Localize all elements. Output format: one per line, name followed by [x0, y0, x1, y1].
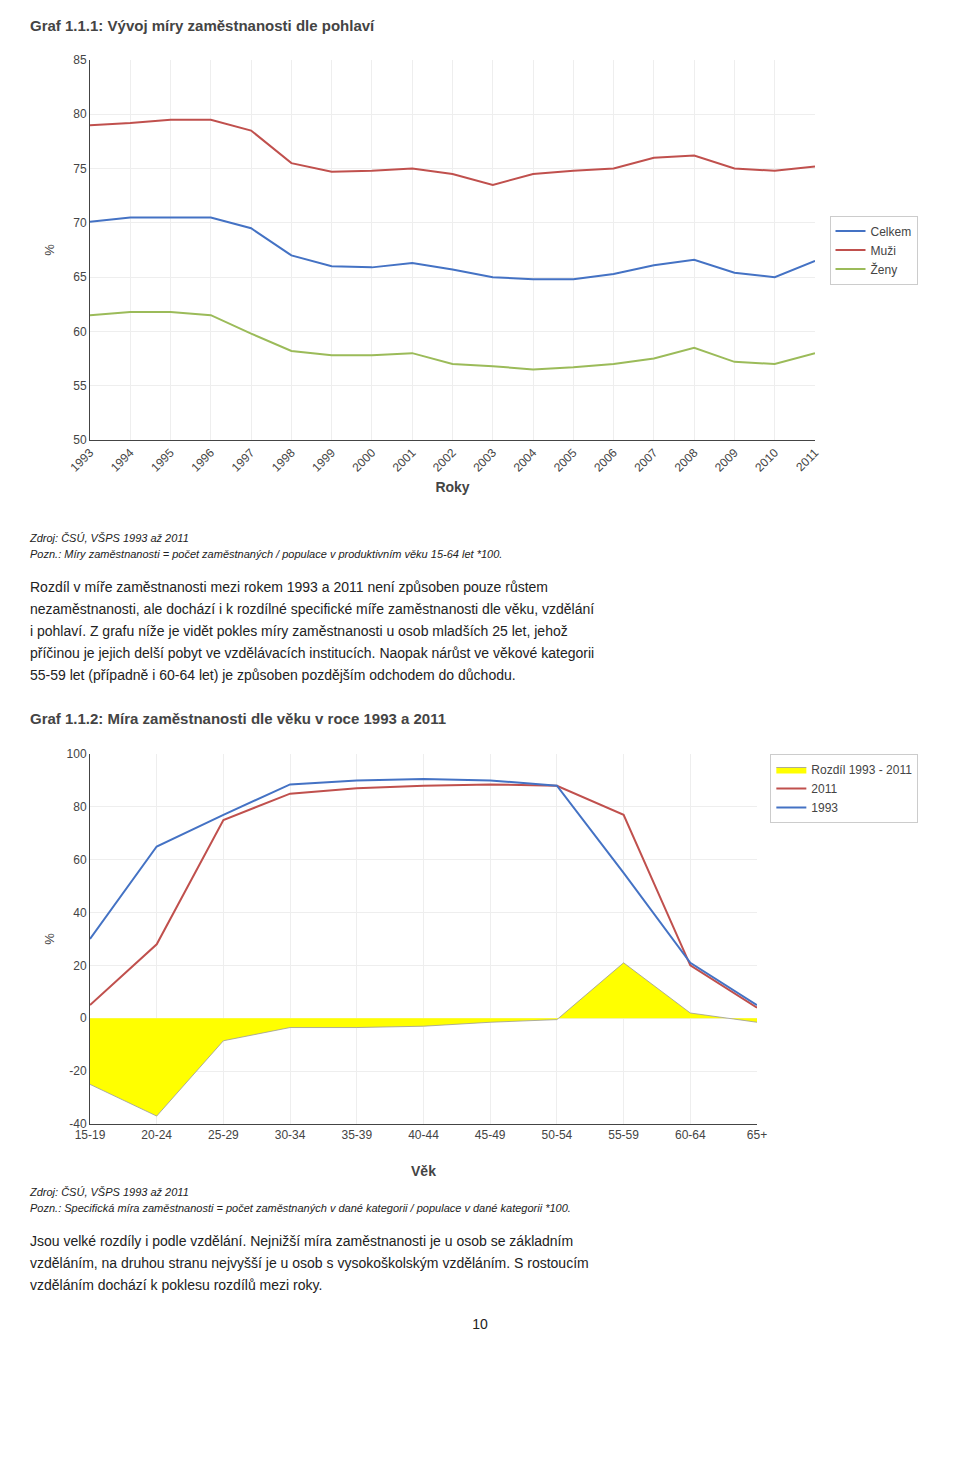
svg-text:1994: 1994 [108, 446, 137, 475]
svg-text:60: 60 [73, 853, 87, 867]
svg-text:40: 40 [73, 906, 87, 920]
svg-text:Rozdíl 1993 - 2011: Rozdíl 1993 - 2011 [811, 763, 912, 777]
html-text:nezaměstnanosti, ale dochází i: nezaměstnanosti, ale dochází i k rozdíln… [30, 601, 595, 617]
svg-text:2009: 2009 [712, 446, 741, 475]
html-text:Zdroj: ČSÚ, VŠPS 1993 až 2011: Zdroj: ČSÚ, VŠPS 1993 až 2011 [30, 1186, 189, 1198]
svg-text:60: 60 [73, 325, 87, 339]
svg-text:55-59: 55-59 [608, 1128, 639, 1142]
html-text:i pohlaví. Z grafu níže je vid: i pohlaví. Z grafu níže je vidět pokles … [30, 623, 568, 639]
svg-text:-20: -20 [69, 1064, 87, 1078]
svg-text:100: 100 [67, 747, 87, 761]
svg-text:2002: 2002 [430, 446, 459, 475]
svg-text:70: 70 [73, 216, 87, 230]
svg-text:%: % [42, 244, 57, 256]
svg-text:Celkem: Celkem [871, 225, 912, 239]
svg-text:1996: 1996 [188, 446, 217, 475]
svg-text:60-64: 60-64 [675, 1128, 706, 1142]
svg-text:1997: 1997 [229, 446, 258, 475]
svg-text:2011: 2011 [793, 446, 821, 474]
svg-text:40-44: 40-44 [408, 1128, 439, 1142]
svg-text:Ženy: Ženy [871, 262, 898, 277]
svg-text:80: 80 [73, 800, 87, 814]
svg-text:2003: 2003 [470, 446, 499, 475]
svg-text:2006: 2006 [591, 446, 620, 475]
html-text:55-59 let (případně i 60-64 le: 55-59 let (případně i 60-64 let) je způs… [30, 667, 516, 683]
html-text:Jsou velké rozdíly i podle vzd: Jsou velké rozdíly i podle vzdělání. Nej… [30, 1233, 574, 1249]
svg-text:2001: 2001 [390, 446, 419, 475]
html-text:Pozn.: Specifická míra zaměstn: Pozn.: Specifická míra zaměstnanosti = p… [30, 1202, 571, 1214]
svg-text:2005: 2005 [551, 446, 580, 475]
svg-text:0: 0 [80, 1011, 87, 1025]
svg-text:2004: 2004 [511, 446, 540, 475]
svg-text:1995: 1995 [148, 446, 177, 475]
svg-text:80: 80 [73, 107, 87, 121]
html-text:vzděláním dochází k poklesu ro: vzděláním dochází k poklesu rozdílů mezi… [30, 1277, 323, 1293]
svg-text:20: 20 [73, 959, 87, 973]
svg-text:65+: 65+ [747, 1128, 767, 1142]
svg-text:1998: 1998 [269, 446, 298, 475]
svg-text:1999: 1999 [309, 446, 338, 475]
svg-text:2008: 2008 [672, 446, 701, 475]
svg-text:Roky: Roky [435, 479, 469, 495]
svg-text:85: 85 [73, 53, 87, 67]
svg-text:15-19: 15-19 [75, 1128, 106, 1142]
svg-text:30-34: 30-34 [275, 1128, 306, 1142]
svg-text:45-49: 45-49 [475, 1128, 506, 1142]
svg-text:Muži: Muži [871, 244, 896, 258]
html-text:Rozdíl v míře zaměstnanosti me: Rozdíl v míře zaměstnanosti mezi rokem 1… [30, 579, 548, 595]
svg-text:1993: 1993 [811, 801, 838, 815]
svg-text:55: 55 [73, 379, 87, 393]
html-text:Pozn.: Míry zaměstnanosti = po: Pozn.: Míry zaměstnanosti = počet zaměst… [30, 548, 503, 560]
html-text:příčinou je jejich delší pobyt: příčinou je jejich delší pobyt ve vzdělá… [30, 645, 595, 661]
html-text:Zdroj: ČSÚ, VŠPS 1993 až 2011: Zdroj: ČSÚ, VŠPS 1993 až 2011 [30, 532, 189, 544]
svg-text:25-29: 25-29 [208, 1128, 239, 1142]
svg-text:Graf 1.1.2: Míra zaměstnanosti: Graf 1.1.2: Míra zaměstnanosti dle věku … [30, 710, 446, 727]
svg-text:75: 75 [73, 162, 87, 176]
svg-text:2011: 2011 [811, 782, 837, 796]
svg-text:Věk: Věk [411, 1163, 436, 1179]
svg-text:2000: 2000 [350, 446, 379, 475]
svg-text:%: % [42, 933, 57, 945]
svg-text:-40: -40 [69, 1117, 87, 1131]
svg-text:2007: 2007 [631, 446, 660, 475]
svg-text:2010: 2010 [752, 446, 781, 475]
svg-text:50: 50 [73, 433, 87, 447]
html-text:vzděláním, na druhou stranu ne: vzděláním, na druhou stranu nejvyšší je … [30, 1255, 589, 1271]
svg-text:65: 65 [73, 270, 87, 284]
html-text:10: 10 [472, 1316, 488, 1332]
svg-text:35-39: 35-39 [341, 1128, 372, 1142]
svg-text:1993: 1993 [68, 446, 97, 475]
svg-text:50-54: 50-54 [542, 1128, 573, 1142]
svg-text:20-24: 20-24 [141, 1128, 172, 1142]
svg-text:Graf 1.1.1: Vývoj míry zaměstn: Graf 1.1.1: Vývoj míry zaměstnanosti dle… [30, 17, 375, 34]
